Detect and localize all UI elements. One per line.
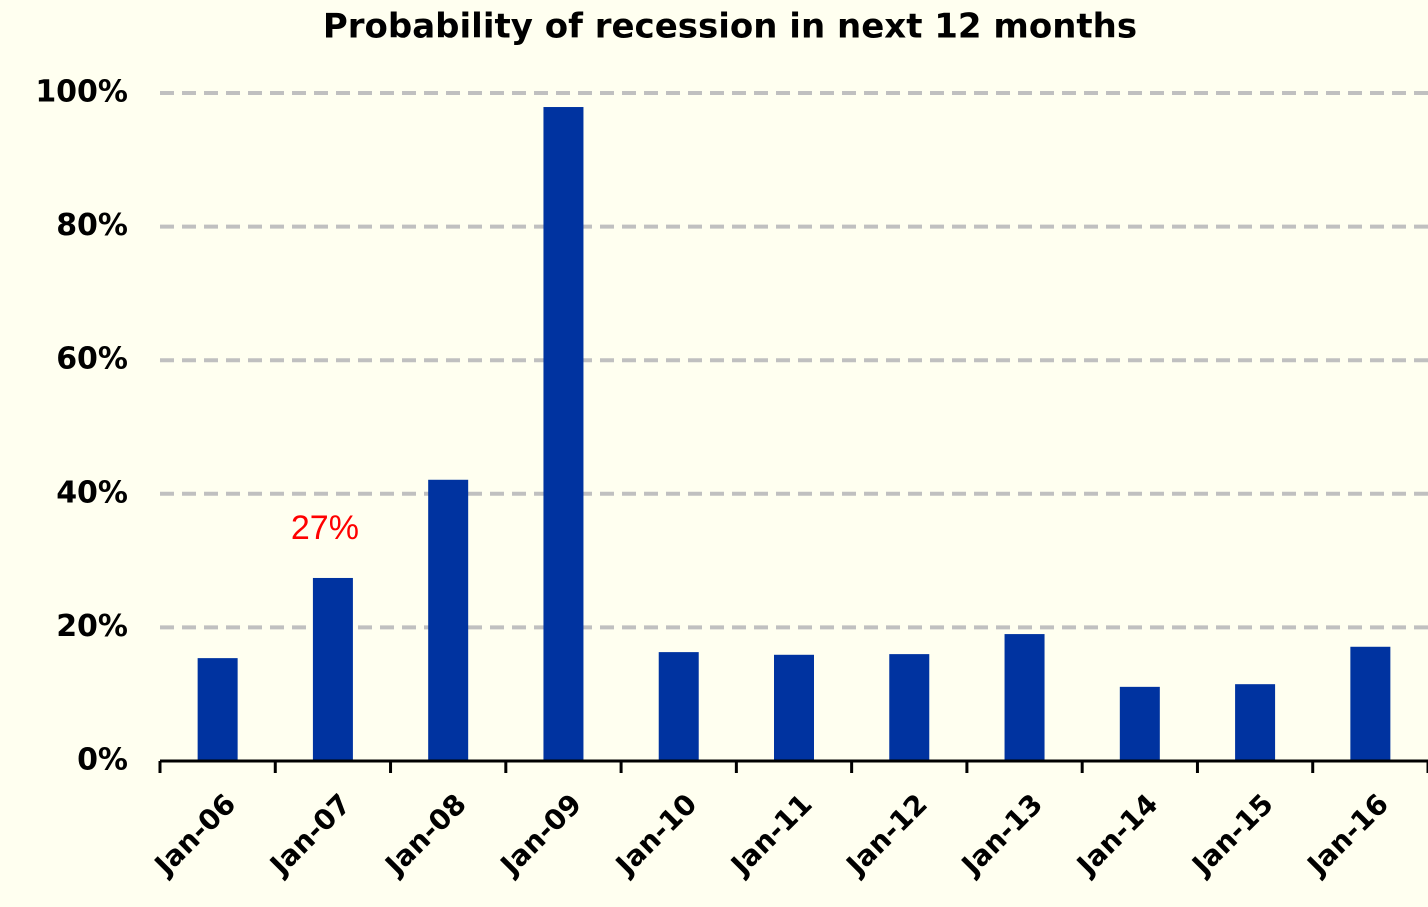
y-tick-label: 20%	[56, 609, 128, 644]
y-tick-label: 80%	[56, 208, 128, 243]
bar	[1119, 686, 1160, 761]
bar	[312, 577, 353, 761]
bar	[428, 479, 469, 761]
bar	[1235, 684, 1276, 761]
bar	[658, 652, 699, 761]
bar	[889, 654, 930, 761]
y-tick-label: 100%	[35, 75, 128, 110]
data-label: 27%	[291, 509, 359, 547]
bar	[197, 658, 238, 761]
y-tick-label: 60%	[56, 342, 128, 377]
bar	[1350, 646, 1391, 761]
bar	[543, 107, 584, 761]
y-tick-label: 0%	[77, 743, 128, 778]
bar	[1004, 634, 1045, 761]
y-tick-label: 40%	[56, 475, 128, 510]
chart-title: Probability of recession in next 12 mont…	[323, 7, 1137, 47]
bar	[774, 654, 814, 761]
